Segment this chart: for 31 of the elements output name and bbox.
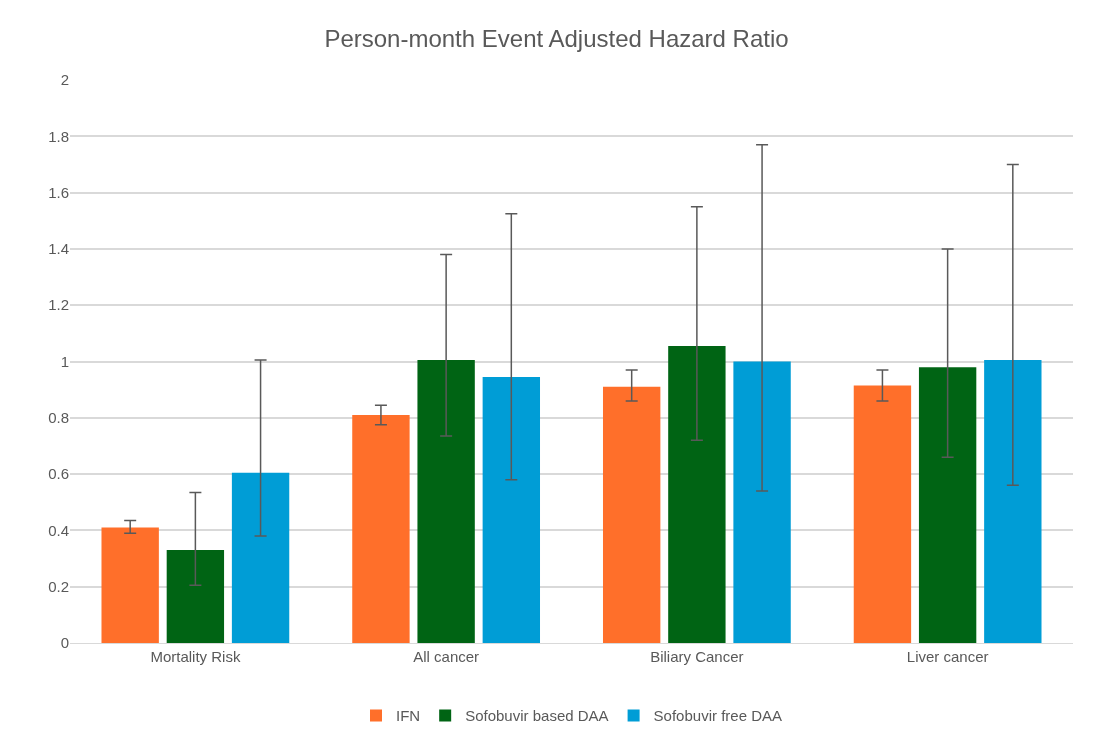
x-tick-label: Biliary Cancer [650,648,744,665]
x-tick-label: Liver cancer [906,648,989,665]
x-tick-label: Mortality Risk [150,648,241,665]
bar [166,550,225,643]
bar [231,472,290,643]
bar [482,376,541,643]
bar [733,361,791,643]
legend-label: Sofobuvir based DAA [465,707,609,725]
legend-label: Sofobuvir free DAA [653,707,782,725]
bar [101,527,159,643]
y-tick-label: 0 [60,634,69,652]
y-tick-label: 0.6 [48,465,69,483]
bar [602,386,661,643]
y-tick-label: 0.4 [48,521,69,539]
bar [352,414,410,643]
x-tick-label: All cancer [413,648,480,665]
y-tick-label: 1.8 [48,127,69,145]
chart-title: Person-month Event Adjusted Hazard Ratio [324,24,789,52]
y-tick-label: 0.2 [48,577,69,595]
bar [417,360,475,643]
bar [918,367,977,643]
y-tick-label: 1.4 [48,240,69,258]
legend-label: IFN [396,707,421,725]
y-tick-label: 1.2 [48,296,69,314]
bar [853,385,912,643]
bar [668,346,726,643]
y-tick-label: 2 [60,71,69,89]
y-tick-label: 1 [60,352,69,370]
y-tick-label: 0.8 [48,409,69,427]
y-tick-label: 1.6 [48,183,69,201]
bar [984,360,1042,643]
